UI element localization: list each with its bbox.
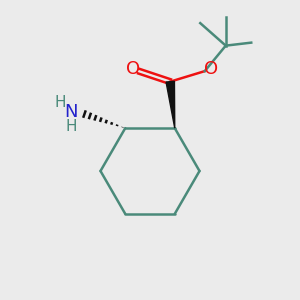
Text: O: O — [126, 60, 140, 78]
Text: O: O — [204, 60, 218, 78]
Text: H: H — [65, 118, 77, 134]
Polygon shape — [166, 81, 175, 128]
Text: H: H — [54, 95, 66, 110]
Text: N: N — [64, 103, 78, 121]
